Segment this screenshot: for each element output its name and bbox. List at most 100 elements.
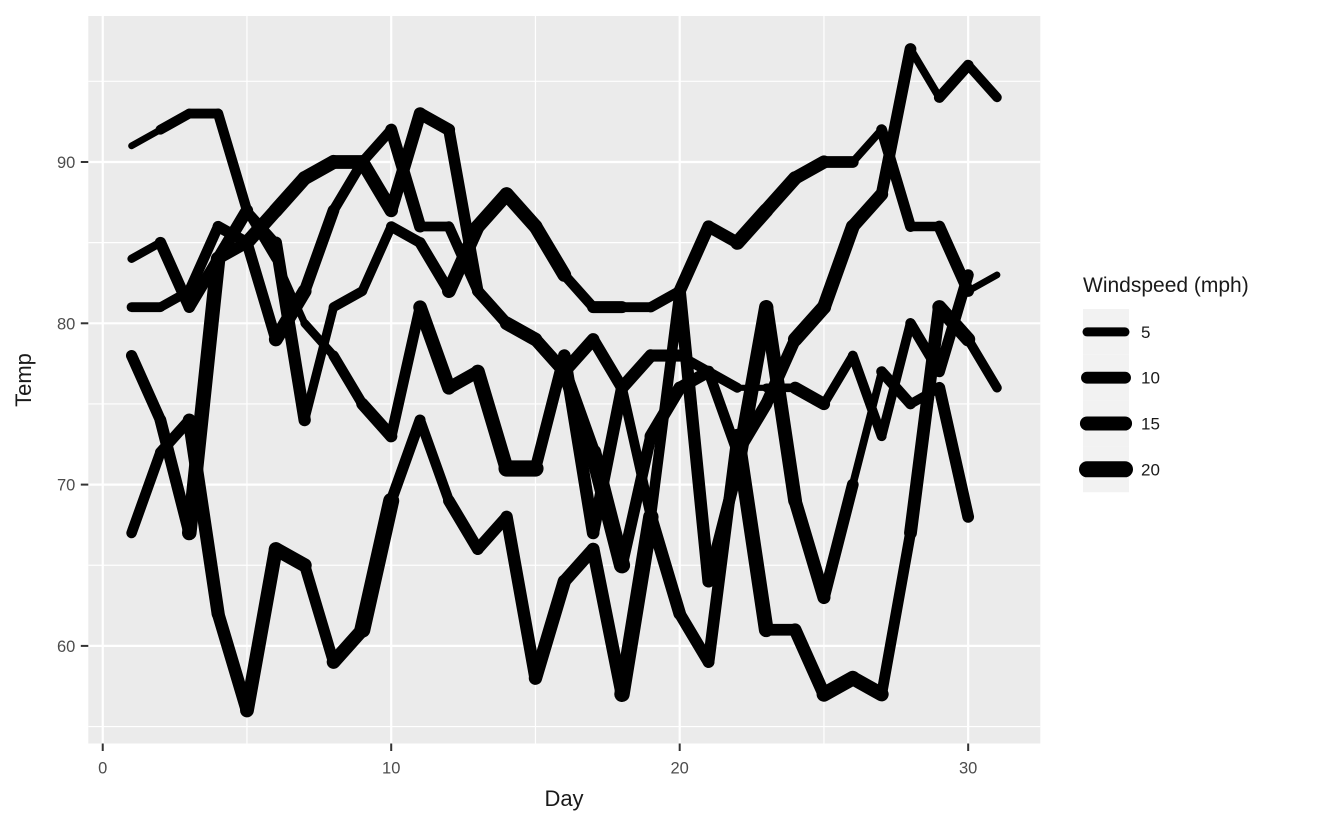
series-line-segment xyxy=(673,220,715,298)
series-line-segment xyxy=(470,364,514,476)
series-line-segment xyxy=(443,123,484,297)
series-line-segment xyxy=(876,527,916,700)
series-line-segment xyxy=(788,494,831,605)
series-line-segment xyxy=(617,382,656,522)
legend-key-label: 10 xyxy=(1141,369,1160,388)
series-line-segment xyxy=(587,333,628,394)
series-line-segment xyxy=(933,381,975,523)
series-line-segment xyxy=(703,366,743,458)
series-line-segment xyxy=(499,187,543,234)
x-tick-label: 0 xyxy=(98,760,107,778)
series-line-segment xyxy=(673,284,715,588)
series-line-segment xyxy=(184,221,224,297)
series-line-segment xyxy=(846,187,889,234)
series-line-segment xyxy=(272,255,309,327)
series-line-segment xyxy=(702,462,744,588)
series-line-segment xyxy=(356,397,398,443)
series-line-segment xyxy=(933,59,974,103)
series-line-segment xyxy=(933,220,975,297)
series-line-segment xyxy=(354,492,400,638)
y-axis-label: Temp xyxy=(11,353,36,407)
series-line-segment xyxy=(904,300,946,540)
series-line-segment xyxy=(528,574,571,685)
series-line-segment xyxy=(585,444,631,574)
series-line-segment xyxy=(328,286,368,313)
series-line-segment xyxy=(730,203,774,250)
series-line-segment xyxy=(155,286,195,312)
series-line-segment xyxy=(385,123,427,233)
series-line-segment xyxy=(906,45,944,102)
series-line-segment xyxy=(788,623,831,701)
series-line-segment xyxy=(211,607,254,717)
series-line-segment xyxy=(875,43,917,201)
series-line-segment xyxy=(645,285,685,523)
y-tick-label: 90 xyxy=(57,154,75,172)
series-line-segment xyxy=(328,156,368,216)
series-line-segment xyxy=(126,447,166,539)
series-line-segment xyxy=(443,494,484,555)
series-line-segment xyxy=(213,108,253,216)
series-line-segment xyxy=(500,510,542,685)
series-line-segment xyxy=(128,126,164,150)
series-month-5-may- xyxy=(126,300,1002,718)
series-line-segment xyxy=(559,269,599,313)
series-line-segment xyxy=(876,366,916,410)
series-line-segment xyxy=(586,542,629,701)
series-line-segment xyxy=(848,367,886,489)
series-month-9-september- xyxy=(128,108,975,605)
series-line-segment xyxy=(155,108,195,135)
series-line-segment xyxy=(847,350,887,442)
series-line-segment xyxy=(787,300,832,347)
legend-key-label: 5 xyxy=(1141,323,1150,342)
series-line-segment xyxy=(587,381,629,540)
series-line-segment xyxy=(963,60,1002,103)
series-line-segment xyxy=(298,204,340,297)
series-line-segment xyxy=(385,301,426,442)
series-line-segment xyxy=(443,221,484,297)
series-line-segment xyxy=(644,510,686,620)
y-tick-label: 60 xyxy=(57,638,75,656)
x-tick-label: 30 xyxy=(959,760,977,778)
series-line-segment xyxy=(819,351,858,409)
series-line-segment xyxy=(242,205,281,264)
series-line-segment xyxy=(964,271,1001,295)
series-line-segment xyxy=(181,251,226,541)
series-line-segment xyxy=(788,381,831,411)
series-line-segment xyxy=(848,125,886,166)
series-line-segment xyxy=(730,300,774,476)
series-line-segment xyxy=(470,187,514,234)
series-line-segment xyxy=(357,124,397,168)
series-line-segment xyxy=(529,349,571,475)
series-line-segment xyxy=(615,349,658,395)
series-line-segment xyxy=(328,350,368,410)
series-line-segment xyxy=(125,349,167,426)
series-line-segment xyxy=(616,430,657,571)
x-tick-label: 10 xyxy=(382,760,400,778)
series-line-segment xyxy=(759,300,803,508)
series-line-segment xyxy=(240,542,283,718)
legend-title: Windspeed (mph) xyxy=(1083,274,1249,297)
x-tick-label: 20 xyxy=(671,760,689,778)
series-line-segment xyxy=(183,253,224,313)
y-tick-label: 80 xyxy=(57,315,75,333)
series-line-segment xyxy=(818,478,859,604)
series-line-segment xyxy=(472,285,513,330)
series-line-segment xyxy=(963,334,1002,393)
legend-key-label: 15 xyxy=(1141,415,1160,434)
x-axis-label: Day xyxy=(544,786,583,811)
series-line-segment xyxy=(268,171,312,218)
series-line-segment xyxy=(817,219,860,315)
series-line-segment xyxy=(528,219,572,282)
series-line-segment xyxy=(557,349,600,540)
series-line-segment xyxy=(241,237,282,346)
series-line-segment xyxy=(414,237,455,297)
y-tick-label: 70 xyxy=(57,477,75,495)
series-line-segment xyxy=(357,221,396,296)
series-line-segment xyxy=(413,300,456,395)
series-line-segment xyxy=(759,171,803,218)
series-line-segment xyxy=(414,414,455,506)
series-line-segment xyxy=(614,509,659,703)
series-line-segment xyxy=(385,414,426,507)
